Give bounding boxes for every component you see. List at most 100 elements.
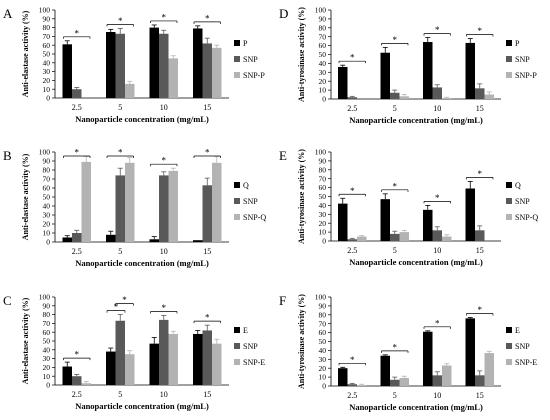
legend-entry-SNP: SNP [515, 342, 530, 351]
y-tick-label: 20 [43, 76, 51, 85]
significance-star: * [118, 148, 123, 158]
significance-star: * [393, 181, 398, 191]
legend-entry-E: E [515, 326, 520, 335]
bar-SNP-P-10 [442, 98, 452, 99]
panel-label: D [279, 6, 288, 21]
significance-star: * [350, 186, 355, 196]
legend-entry-SNP-P: SNP-P [515, 71, 537, 80]
y-tick-label: 0 [322, 382, 326, 391]
x-tick-label: 15 [203, 390, 211, 399]
y-tick-label: 10 [319, 228, 327, 237]
y-tick-label: 40 [43, 345, 51, 354]
significance-star: * [75, 350, 80, 360]
significance-star: * [478, 169, 483, 179]
y-tick-label: 100 [39, 6, 51, 15]
bar-SNP-5 [390, 379, 400, 386]
y-tick-label: 20 [43, 363, 51, 372]
bar-SNP-5 [115, 33, 125, 99]
legend-swatch-Q [506, 182, 512, 188]
y-tick-label: 10 [319, 86, 327, 95]
y-tick-label: 90 [43, 14, 51, 23]
legend-swatch-SNP [506, 198, 512, 204]
bar-E-15 [193, 333, 203, 385]
x-tick-label: 5 [118, 390, 122, 399]
y-axis-label: Anti-tyrosinase activity (%) [297, 7, 306, 102]
bar-SNP-10 [159, 175, 169, 242]
y-tick-label: 100 [39, 293, 51, 302]
legend-swatch-SNP-E [234, 359, 240, 365]
bar-Q-2.5 [338, 203, 348, 241]
bar-SNP-5 [390, 92, 400, 99]
bar-SNP-15 [475, 230, 485, 241]
bar-SNP-2.5 [347, 384, 357, 386]
x-tick-label: 5 [118, 103, 122, 112]
significance-star: * [435, 193, 440, 203]
x-tick-label: 15 [476, 391, 484, 400]
bar-Q-15 [193, 240, 203, 242]
x-tick-label: 2.5 [347, 104, 357, 113]
y-tick-label: 90 [319, 302, 327, 311]
bar-SNP-2.5 [72, 233, 82, 242]
y-axis-label: Anti-elastase activity (%) [21, 10, 30, 97]
legend-entry-SNP-Q: SNP-Q [243, 213, 266, 222]
legend-entry-SNP: SNP [515, 197, 530, 206]
legend-entry-SNP: SNP [515, 55, 530, 64]
bar-SNP-E-2.5 [357, 385, 367, 386]
x-tick-label: 5 [393, 104, 397, 113]
panel-label: A [3, 6, 13, 21]
legend-entry-SNP-E: SNP-E [515, 358, 537, 367]
x-axis-label: Nanoparticle concentration (mg/mL) [349, 257, 483, 267]
bar-Q-15 [465, 188, 475, 241]
y-tick-label: 60 [319, 183, 327, 192]
y-tick-label: 100 [315, 293, 327, 302]
y-tick-label: 20 [319, 77, 327, 86]
bar-SNP-Q-15 [212, 162, 222, 242]
bar-Q-5 [380, 199, 390, 241]
y-tick-label: 70 [319, 32, 327, 41]
bar-SNP-5 [115, 175, 125, 242]
legend-entry-Q: Q [515, 181, 521, 190]
y-tick-label: 30 [43, 354, 51, 363]
significance-star: * [435, 318, 440, 328]
bar-SNP-15 [202, 43, 212, 98]
y-tick-label: 40 [43, 202, 51, 211]
significance-star: * [350, 53, 355, 63]
x-axis-label: Nanoparticle concentration (mg/mL) [75, 258, 209, 268]
x-axis-label: Nanoparticle concentration (mg/mL) [75, 401, 209, 411]
bar-SNP-E-10 [442, 365, 452, 386]
significance-star: * [122, 295, 127, 305]
bar-SNP-P-15 [484, 94, 494, 99]
legend-entry-P: P [515, 39, 520, 48]
bar-P-10 [149, 27, 159, 99]
bar-SNP-Q-5 [125, 162, 135, 242]
legend-swatch-SNP [234, 56, 240, 62]
bar-SNP-Q-10 [168, 170, 178, 242]
y-tick-label: 80 [319, 165, 327, 174]
legend-swatch-P [234, 40, 240, 46]
y-tick-label: 50 [43, 337, 51, 346]
panel-label: C [3, 293, 12, 308]
bar-SNP-10 [432, 230, 442, 241]
x-tick-label: 10 [433, 391, 441, 400]
y-tick-label: 60 [43, 184, 51, 193]
bar-SNP-E-10 [168, 333, 178, 385]
legend-entry-Q: Q [243, 181, 249, 190]
x-axis-label: Nanoparticle concentration (mg/mL) [349, 115, 483, 125]
x-tick-label: 10 [160, 103, 168, 112]
y-tick-label: 90 [319, 157, 327, 166]
bar-SNP-Q-2.5 [357, 236, 367, 241]
x-tick-label: 2.5 [72, 247, 82, 256]
legend-swatch-SNP-E [506, 359, 512, 365]
legend-entry-SNP-Q: SNP-Q [515, 213, 538, 222]
bar-SNP-15 [475, 88, 485, 99]
bar-SNP-2.5 [72, 89, 82, 98]
bar-P-5 [380, 52, 390, 99]
y-tick-label: 50 [319, 337, 327, 346]
x-tick-label: 15 [203, 103, 211, 112]
legend-entry-E: E [243, 326, 248, 335]
y-tick-label: 30 [319, 68, 327, 77]
y-tick-label: 60 [43, 41, 51, 50]
significance-star: * [162, 156, 167, 166]
